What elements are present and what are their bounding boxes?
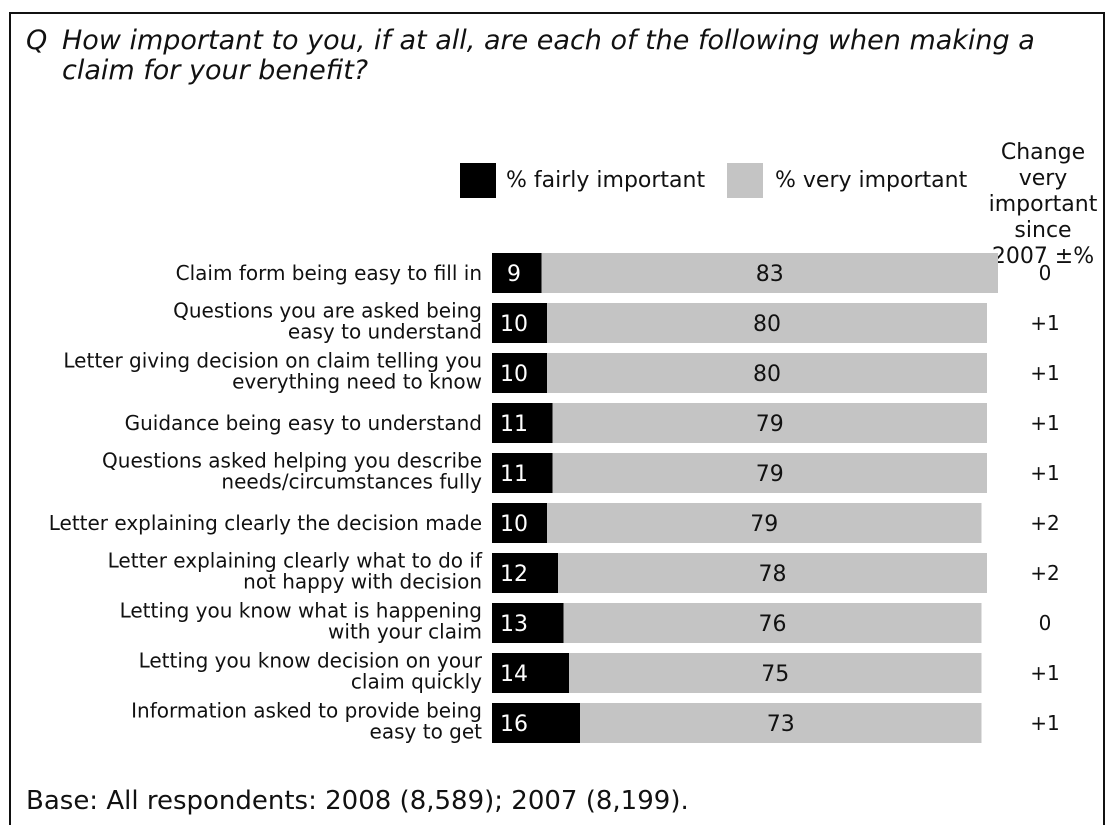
- bar-fairly-important: [492, 253, 542, 293]
- value-label-fairly: 10: [500, 312, 528, 337]
- value-label-very: 83: [756, 262, 784, 287]
- value-label-fairly: 11: [500, 412, 528, 437]
- legend-swatch-fairly: [460, 163, 496, 198]
- category-label: Letter explaining clearly the decision m…: [49, 511, 482, 535]
- question-marker: Q: [26, 25, 48, 56]
- value-label-fairly: 11: [500, 462, 528, 487]
- category-label: easy to get: [370, 720, 483, 744]
- category-label: claim quickly: [351, 670, 482, 694]
- bar-fairly-important: [492, 553, 558, 593]
- value-label-very: 78: [759, 562, 787, 587]
- question-text: How important to you, if at all, are eac…: [62, 25, 1035, 86]
- change-value: +2: [1030, 561, 1059, 585]
- bar-very-important: [541, 253, 998, 293]
- change-value: +1: [1030, 311, 1059, 335]
- change-value: +2: [1030, 511, 1059, 535]
- category-label: Claim form being easy to fill in: [176, 261, 482, 285]
- value-label-fairly: 10: [500, 362, 528, 387]
- category-label: Letting you know decision on your: [139, 649, 483, 673]
- value-label-very: 80: [753, 312, 781, 337]
- value-label-fairly: 13: [500, 612, 528, 637]
- category-label: Letter explaining clearly what to do if: [108, 549, 483, 573]
- category-label: Questions you are asked being: [173, 299, 482, 323]
- change-value: +1: [1030, 411, 1059, 435]
- bar-fairly-important: [492, 653, 569, 693]
- category-label: Questions asked helping you describe: [102, 449, 482, 473]
- base-note: Base: All respondents: 2008 (8,589); 200…: [26, 786, 689, 816]
- bar-very-important: [547, 303, 987, 343]
- value-label-very: 80: [753, 362, 781, 387]
- change-header-line: since: [1014, 218, 1072, 243]
- bar-very-important: [547, 353, 987, 393]
- category-label: needs/circumstances fully: [221, 470, 482, 494]
- value-label-very: 79: [756, 412, 784, 437]
- bar-very-important: [552, 403, 987, 443]
- category-label: Guidance being easy to understand: [125, 411, 482, 435]
- change-column-header: Change very important since 2007 ±%: [983, 140, 1103, 270]
- change-header-line: important: [988, 192, 1098, 217]
- bar-very-important: [580, 703, 982, 743]
- bar-fairly-important: [492, 353, 547, 393]
- category-label: not happy with decision: [243, 570, 482, 594]
- category-label: Letting you know what is happening: [120, 599, 482, 623]
- category-label: Information asked to provide being: [131, 699, 482, 723]
- bar-very-important: [558, 553, 987, 593]
- question: Q How important to you, if at all, are e…: [26, 26, 1086, 86]
- bar-fairly-important: [492, 303, 547, 343]
- bar-very-important: [547, 503, 982, 543]
- change-header-line: Change: [1000, 140, 1086, 165]
- change-header-line: very: [1018, 166, 1068, 191]
- value-label-fairly: 14: [500, 662, 528, 687]
- legend-label-fairly: % fairly important: [506, 168, 706, 193]
- bar-very-important: [552, 453, 987, 493]
- value-label-fairly: 9: [507, 262, 521, 287]
- change-value: 0: [1039, 611, 1052, 635]
- change-value: +1: [1030, 661, 1059, 685]
- value-label-very: 79: [756, 462, 784, 487]
- category-label: Letter giving decision on claim telling …: [63, 349, 482, 373]
- value-label-very: 76: [759, 612, 787, 637]
- category-label: with your claim: [328, 620, 482, 644]
- bar-very-important: [563, 603, 982, 643]
- bar-fairly-important: [492, 403, 553, 443]
- bar-fairly-important: [492, 503, 547, 543]
- chart-frame: [9, 12, 1105, 825]
- bar-fairly-important: [492, 703, 580, 743]
- change-value: +1: [1030, 461, 1059, 485]
- value-label-very: 79: [750, 512, 778, 537]
- value-label-fairly: 16: [500, 712, 528, 737]
- change-value: 0: [1039, 261, 1052, 285]
- category-label: easy to understand: [288, 320, 482, 344]
- value-label-very: 75: [761, 662, 789, 687]
- value-label-fairly: 12: [500, 562, 528, 587]
- bar-very-important: [569, 653, 982, 693]
- value-label-fairly: 10: [500, 512, 528, 537]
- bar-fairly-important: [492, 453, 553, 493]
- value-label-very: 73: [767, 712, 795, 737]
- category-label: everything need to know: [232, 370, 482, 394]
- change-value: +1: [1030, 711, 1059, 735]
- legend-swatch-very: [727, 163, 763, 198]
- change-header-line: 2007 ±%: [991, 244, 1095, 269]
- legend-label-very: % very important: [775, 168, 968, 193]
- change-value: +1: [1030, 361, 1059, 385]
- bar-fairly-important: [492, 603, 564, 643]
